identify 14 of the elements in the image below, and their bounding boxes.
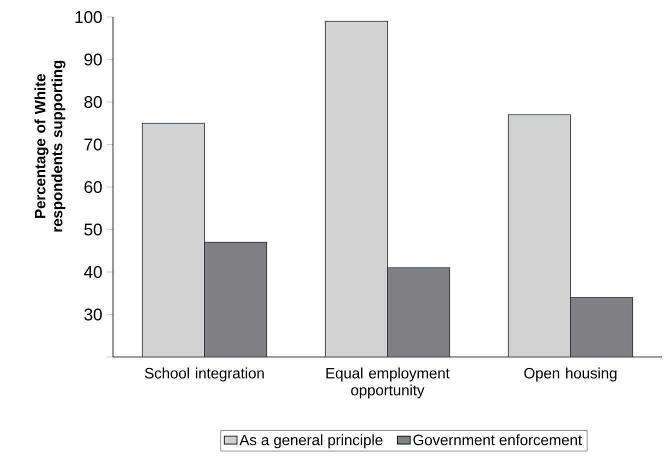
- y-tick-label: 70: [84, 138, 102, 150]
- y-tick-label: 90: [84, 54, 102, 66]
- legend-label: Government enforcement: [413, 434, 582, 446]
- y-tick-label: 100: [76, 11, 102, 23]
- legend-label: As a general principle: [239, 434, 382, 448]
- x-tick-label: Equal employment opportunity: [326, 368, 450, 398]
- y-tick-label: 50: [84, 224, 102, 236]
- y-tick-label: 40: [84, 266, 102, 278]
- x-tick-label: Open housing: [524, 368, 616, 382]
- y-tick-label: 30: [84, 308, 102, 320]
- x-tick-label: School integration: [144, 368, 264, 382]
- y-tick-label: 60: [84, 181, 102, 193]
- y-axis-title: Percentage of White respondents supporting: [34, 60, 66, 232]
- y-tick-label: 80: [84, 96, 102, 108]
